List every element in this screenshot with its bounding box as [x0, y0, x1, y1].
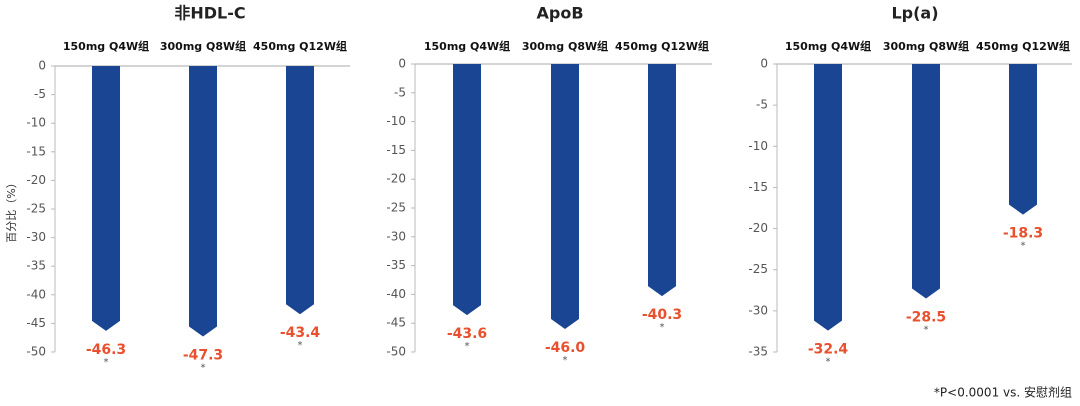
x-tick-label: 300mg Q8W组 [883, 39, 969, 53]
significance-marker: * [465, 341, 470, 352]
x-tick-label: 150mg Q4W组 [63, 39, 149, 53]
y-tick-label: -35 [386, 258, 406, 272]
y-tick-label: -5 [756, 98, 768, 112]
significance-marker: * [201, 363, 206, 374]
y-tick-label: -35 [26, 259, 46, 273]
x-tick-label: 450mg Q12W组 [976, 39, 1070, 53]
x-tick-label: 150mg Q4W组 [785, 39, 871, 53]
y-tick-label: -20 [748, 221, 768, 235]
significance-marker: * [826, 357, 831, 368]
chart-title: ApoB [536, 4, 583, 23]
y-tick-label: -10 [26, 116, 46, 130]
value-label: -32.4 [808, 342, 849, 358]
y-tick-label: 0 [398, 57, 406, 71]
significance-marker: * [660, 322, 665, 333]
chart-title: 非HDL-C [174, 4, 245, 23]
value-label: -40.3 [642, 307, 682, 323]
y-tick-label: -45 [386, 316, 406, 330]
y-tick-label: -15 [748, 180, 768, 194]
significance-marker: * [563, 355, 568, 366]
bar [912, 64, 940, 299]
significance-marker: * [104, 357, 109, 368]
value-label: -46.3 [86, 342, 126, 358]
y-tick-label: -50 [26, 345, 46, 359]
y-tick-label: -30 [386, 229, 406, 243]
significance-marker: * [1021, 241, 1026, 252]
y-tick-label: -50 [386, 345, 406, 359]
footnote: *P<0.0001 vs. 安慰剂组 [934, 385, 1072, 400]
y-tick-label: 0 [38, 59, 46, 73]
y-tick-label: -5 [34, 87, 46, 101]
significance-marker: * [924, 325, 929, 336]
y-tick-label: -25 [748, 262, 768, 276]
y-tick-label: -10 [748, 139, 768, 153]
bar [1009, 64, 1037, 215]
x-tick-label: 450mg Q12W组 [253, 39, 347, 53]
y-tick-label: -20 [26, 173, 46, 187]
y-tick-label: -5 [394, 85, 406, 99]
y-tick-label: -15 [386, 143, 406, 157]
value-label: -47.3 [183, 348, 223, 364]
y-tick-label: -35 [748, 345, 768, 359]
y-tick-label: -25 [26, 202, 46, 216]
bar [648, 64, 676, 297]
x-tick-label: 450mg Q12W组 [615, 39, 709, 53]
y-tick-label: -20 [386, 172, 406, 186]
value-label: -43.4 [280, 325, 321, 341]
y-tick-label: -40 [386, 287, 406, 301]
value-label: -43.6 [447, 326, 487, 342]
bar [189, 66, 217, 337]
y-tick-label: -45 [26, 316, 46, 330]
y-axis-label: 百分比（%） [5, 177, 18, 242]
y-tick-label: 0 [760, 57, 768, 71]
bar [814, 64, 842, 331]
y-tick-label: -30 [748, 303, 768, 317]
significance-marker: * [298, 340, 303, 351]
y-tick-label: -25 [386, 201, 406, 215]
bar [286, 66, 314, 315]
bar [551, 64, 579, 329]
bar [92, 66, 120, 331]
y-tick-label: -10 [386, 114, 406, 128]
value-label: -28.5 [906, 310, 946, 326]
y-tick-label: -30 [26, 230, 46, 244]
bar [453, 64, 481, 316]
x-tick-label: 150mg Q4W组 [424, 39, 510, 53]
x-tick-label: 300mg Q8W组 [522, 39, 608, 53]
x-tick-label: 300mg Q8W组 [160, 39, 246, 53]
y-tick-label: -15 [26, 144, 46, 158]
value-label: -46.0 [545, 340, 586, 356]
chart-title: Lp(a) [891, 4, 938, 23]
value-label: -18.3 [1003, 226, 1043, 242]
y-tick-label: -40 [26, 287, 46, 301]
